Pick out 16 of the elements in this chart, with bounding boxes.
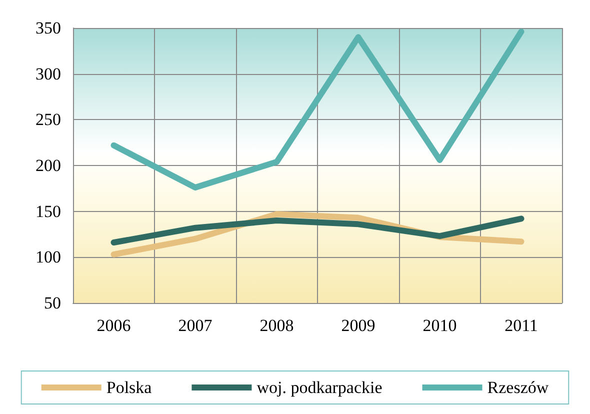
y-tick-label: 250	[36, 110, 61, 130]
y-tick-label: 100	[36, 248, 61, 267]
legend-label: woj. podkarpackie	[256, 378, 382, 397]
y-tick-label: 300	[36, 64, 61, 84]
y-tick-label: 50	[44, 294, 61, 312]
legend-label: Rzeszów	[487, 378, 550, 397]
x-tick-label: 2011	[504, 316, 538, 335]
x-tick-label: 2010	[422, 316, 457, 335]
x-tick-label: 2007	[178, 316, 213, 335]
y-tick-label: 350	[36, 18, 61, 38]
legend-label: Polska	[106, 378, 152, 397]
y-tick-label: 200	[36, 156, 61, 175]
x-tick-label: 2006	[96, 316, 131, 335]
y-tick-label: 150	[36, 202, 61, 221]
x-tick-label: 2009	[341, 316, 376, 335]
x-tick-label: 2008	[260, 316, 294, 335]
